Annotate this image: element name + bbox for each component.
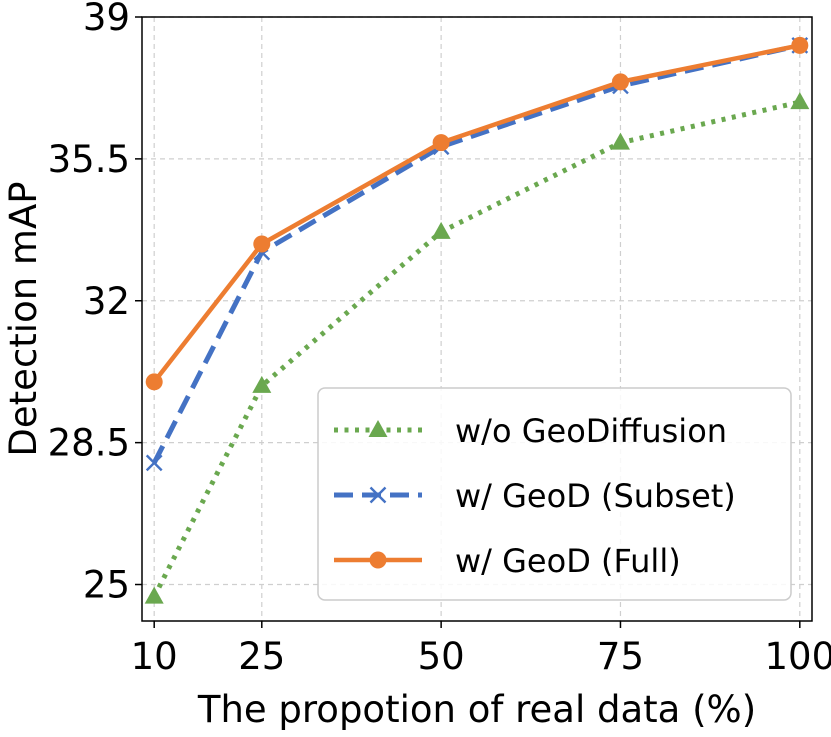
data-point-w-geod-full [145, 373, 163, 391]
data-point-w-o-geodiffusion [144, 586, 164, 604]
series-w-o-geodiffusion [144, 92, 810, 604]
data-point-w-geod-subset [145, 454, 163, 472]
data-point-w-geod-full [791, 36, 809, 54]
legend-marker-w-o-geodiffusion [368, 420, 388, 437]
legend-box [317, 387, 792, 601]
y-tick-label: 39 [83, 0, 130, 39]
series-line-w-geod-subset [151, 42, 801, 465]
data-point-w-o-geodiffusion [610, 132, 630, 150]
legend-label-w-o-geodiffusion: w/o GeoDiffusion [455, 412, 727, 450]
data-point-w-o-geodiffusion [790, 92, 810, 110]
x-tick-label: 75 [597, 635, 644, 678]
y-axis-ticks: 25 28.5 32 35.5 39 [48, 0, 142, 607]
data-point-w-geod-full [253, 235, 271, 253]
series-w-geod-full [145, 36, 809, 391]
x-axis-label: The propotion of real data (%) [197, 688, 756, 731]
legend-label-w-geod-subset: w/ GeoD (Subset) [455, 477, 736, 515]
x-tick-label: 25 [238, 635, 285, 678]
legend-marker-w-geod-subset [369, 486, 387, 504]
data-point-w-geod-full [611, 73, 629, 91]
series-group [144, 36, 810, 604]
x-tick-label: 50 [418, 635, 465, 678]
series-line-w-geod-full [152, 43, 801, 384]
data-point-w-o-geodiffusion [252, 375, 272, 393]
plot-frame [141, 16, 813, 622]
data-point-w-geod-full [432, 134, 450, 152]
y-tick-label: 28.5 [48, 422, 130, 465]
data-point-w-o-geodiffusion [431, 221, 451, 239]
legend: w/o GeoDiffusion w/ GeoD (Subset) w/ GeoD … [317, 387, 792, 601]
y-axis-label: Detection mAP [2, 181, 45, 456]
x-tick-label: 10 [131, 635, 178, 678]
legend-marker-w-geod-full [369, 551, 387, 569]
y-tick-label: 35.5 [48, 138, 130, 181]
y-tick-label: 32 [83, 280, 130, 323]
x-axis-ticks: 10 25 50 75 100 [131, 621, 831, 678]
legend-label-w-geod-full: w/ GeoD (Full) [455, 542, 681, 580]
y-tick-label: 25 [83, 564, 130, 607]
x-tick-label: 100 [764, 635, 831, 678]
